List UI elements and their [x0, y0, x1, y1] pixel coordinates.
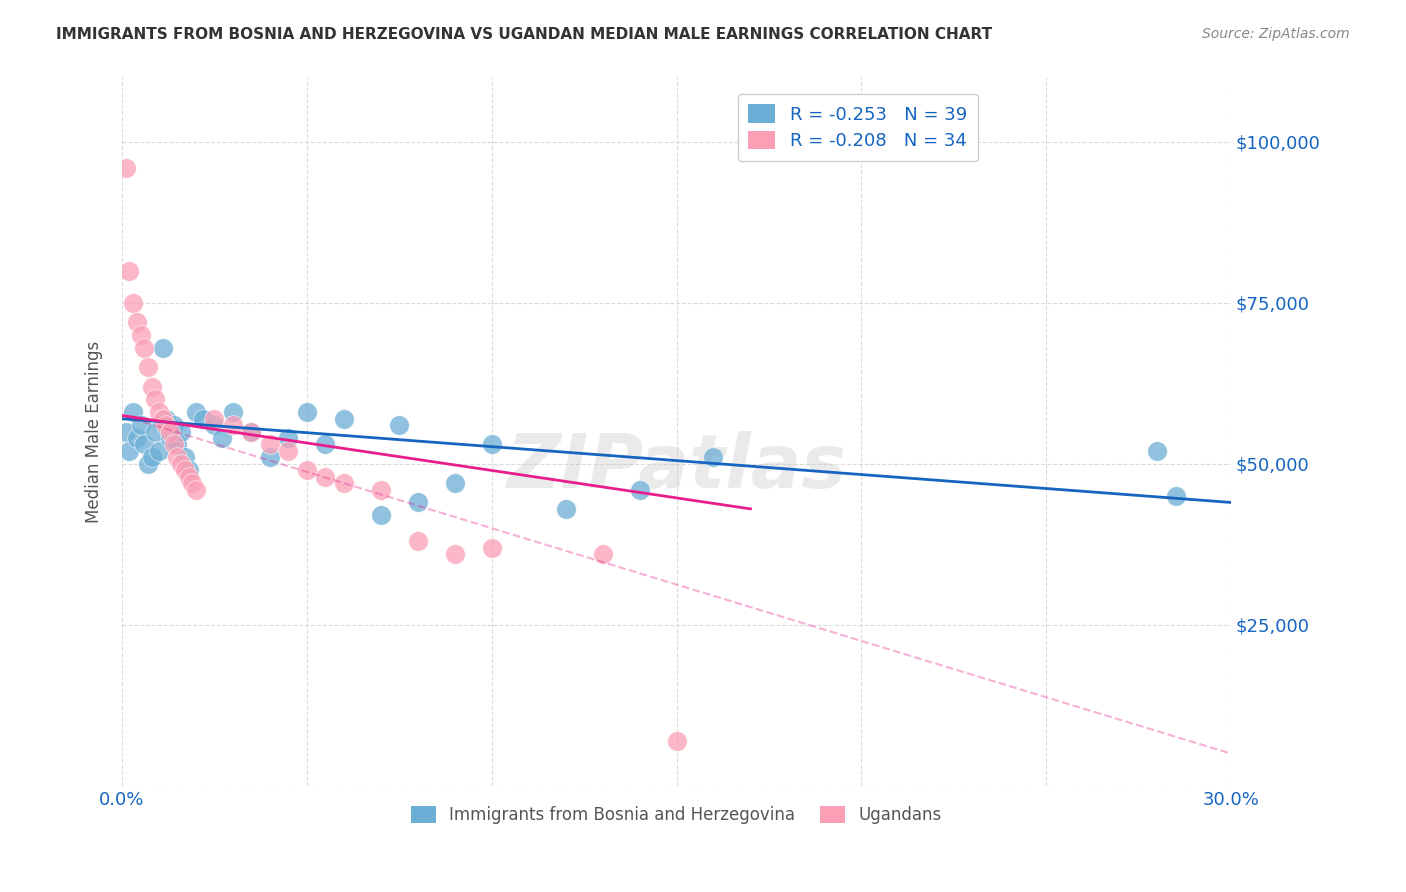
Point	[1164, 489, 1187, 503]
Point	[259, 450, 281, 465]
Point	[204, 411, 226, 425]
Point	[222, 418, 245, 433]
Point	[481, 541, 503, 555]
Point	[554, 502, 576, 516]
Point	[125, 315, 148, 329]
Point	[443, 476, 465, 491]
Point	[702, 450, 724, 465]
Point	[193, 411, 215, 425]
Point	[114, 161, 136, 175]
Point	[211, 431, 233, 445]
Point	[118, 444, 141, 458]
Point	[295, 405, 318, 419]
Point	[177, 469, 200, 483]
Point	[277, 431, 299, 445]
Point	[173, 450, 195, 465]
Point	[370, 508, 392, 523]
Point	[141, 379, 163, 393]
Point	[259, 437, 281, 451]
Point	[170, 425, 193, 439]
Point	[173, 463, 195, 477]
Point	[114, 425, 136, 439]
Point	[240, 425, 263, 439]
Point	[163, 418, 186, 433]
Point	[122, 405, 145, 419]
Point	[181, 476, 204, 491]
Point	[406, 534, 429, 549]
Point	[177, 463, 200, 477]
Point	[370, 483, 392, 497]
Point	[134, 341, 156, 355]
Point	[333, 411, 356, 425]
Point	[155, 418, 177, 433]
Point	[184, 483, 207, 497]
Point	[628, 483, 651, 497]
Point	[152, 411, 174, 425]
Point	[159, 431, 181, 445]
Point	[166, 450, 188, 465]
Point	[1146, 444, 1168, 458]
Point	[314, 437, 336, 451]
Point	[148, 405, 170, 419]
Point	[136, 457, 159, 471]
Point	[166, 437, 188, 451]
Point	[122, 295, 145, 310]
Text: ZIPatlas: ZIPatlas	[506, 431, 846, 503]
Point	[129, 418, 152, 433]
Point	[665, 733, 688, 747]
Y-axis label: Median Male Earnings: Median Male Earnings	[86, 341, 103, 523]
Text: Source: ZipAtlas.com: Source: ZipAtlas.com	[1202, 27, 1350, 41]
Legend: Immigrants from Bosnia and Herzegovina, Ugandans: Immigrants from Bosnia and Herzegovina, …	[401, 796, 952, 834]
Point	[443, 547, 465, 561]
Point	[148, 444, 170, 458]
Point	[406, 495, 429, 509]
Point	[125, 431, 148, 445]
Point	[118, 263, 141, 277]
Point	[184, 405, 207, 419]
Point	[159, 425, 181, 439]
Point	[129, 328, 152, 343]
Point	[136, 360, 159, 375]
Point	[143, 425, 166, 439]
Point	[204, 418, 226, 433]
Point	[295, 463, 318, 477]
Point	[163, 437, 186, 451]
Text: IMMIGRANTS FROM BOSNIA AND HERZEGOVINA VS UGANDAN MEDIAN MALE EARNINGS CORRELATI: IMMIGRANTS FROM BOSNIA AND HERZEGOVINA V…	[56, 27, 993, 42]
Point	[141, 450, 163, 465]
Point	[155, 411, 177, 425]
Point	[134, 437, 156, 451]
Point	[481, 437, 503, 451]
Point	[170, 457, 193, 471]
Point	[222, 405, 245, 419]
Point	[152, 341, 174, 355]
Point	[333, 476, 356, 491]
Point	[143, 392, 166, 407]
Point	[277, 444, 299, 458]
Point	[592, 547, 614, 561]
Point	[240, 425, 263, 439]
Point	[314, 469, 336, 483]
Point	[388, 418, 411, 433]
